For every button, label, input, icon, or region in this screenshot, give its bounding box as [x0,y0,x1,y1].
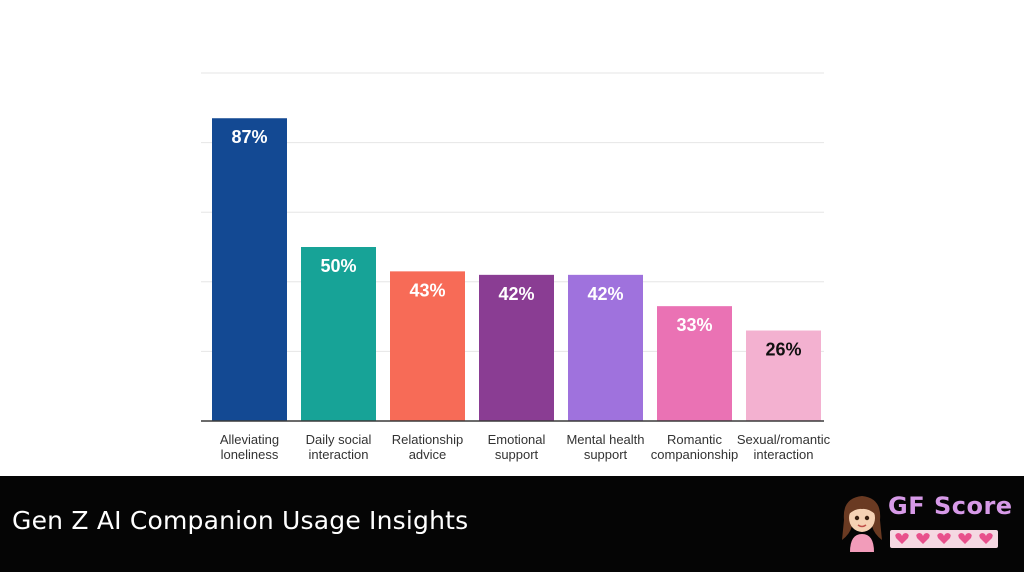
caption-bar: Gen Z AI Companion Usage Insights GF Sco… [0,476,1024,572]
chart-area: 87% Alleviating loneliness 50% Daily social i… [201,72,831,462]
category-tick-label: support [495,447,539,462]
logo-text: GF Score [888,492,1013,520]
data-label: 50% [320,256,356,276]
category-tick-label: Daily social [306,432,372,447]
caption-text: Gen Z AI Companion Usage Insights [12,506,469,535]
category-tick-label: Mental health [566,432,644,447]
data-label: 43% [409,280,445,300]
data-label: 42% [498,284,534,304]
category-tick-label: advice [409,447,447,462]
category-tick-label: support [584,447,628,462]
category-tick-label: interaction [754,447,814,462]
category-tick-label: Alleviating [220,432,279,447]
bar [212,118,287,422]
category-tick-label: Emotional [488,432,546,447]
avatar-icon [842,496,882,552]
category-tick-label: interaction [309,447,369,462]
category-tick-label: Sexual/romantic [737,432,831,447]
heart-icon [895,533,909,544]
bar [746,330,821,421]
data-label: 42% [587,284,623,304]
data-label: 87% [231,127,267,147]
category-tick-label: companionship [651,447,738,462]
bar [568,274,643,421]
data-label: 26% [765,340,801,360]
heart-icon [937,533,951,544]
gf-score-logo: GF Score [838,486,1018,566]
heart-icon [916,533,930,544]
category-tick-label: Relationship [392,432,464,447]
data-label: 33% [676,315,712,335]
heart-icon [958,533,972,544]
bar [479,274,554,421]
bar [657,306,732,421]
hearts-icon [895,533,993,544]
category-tick-label: Romantic [667,432,722,447]
bar [301,247,376,421]
bar [390,271,465,421]
logo-hearts [890,530,998,548]
heart-icon [979,533,993,544]
category-tick-label: loneliness [221,447,279,462]
